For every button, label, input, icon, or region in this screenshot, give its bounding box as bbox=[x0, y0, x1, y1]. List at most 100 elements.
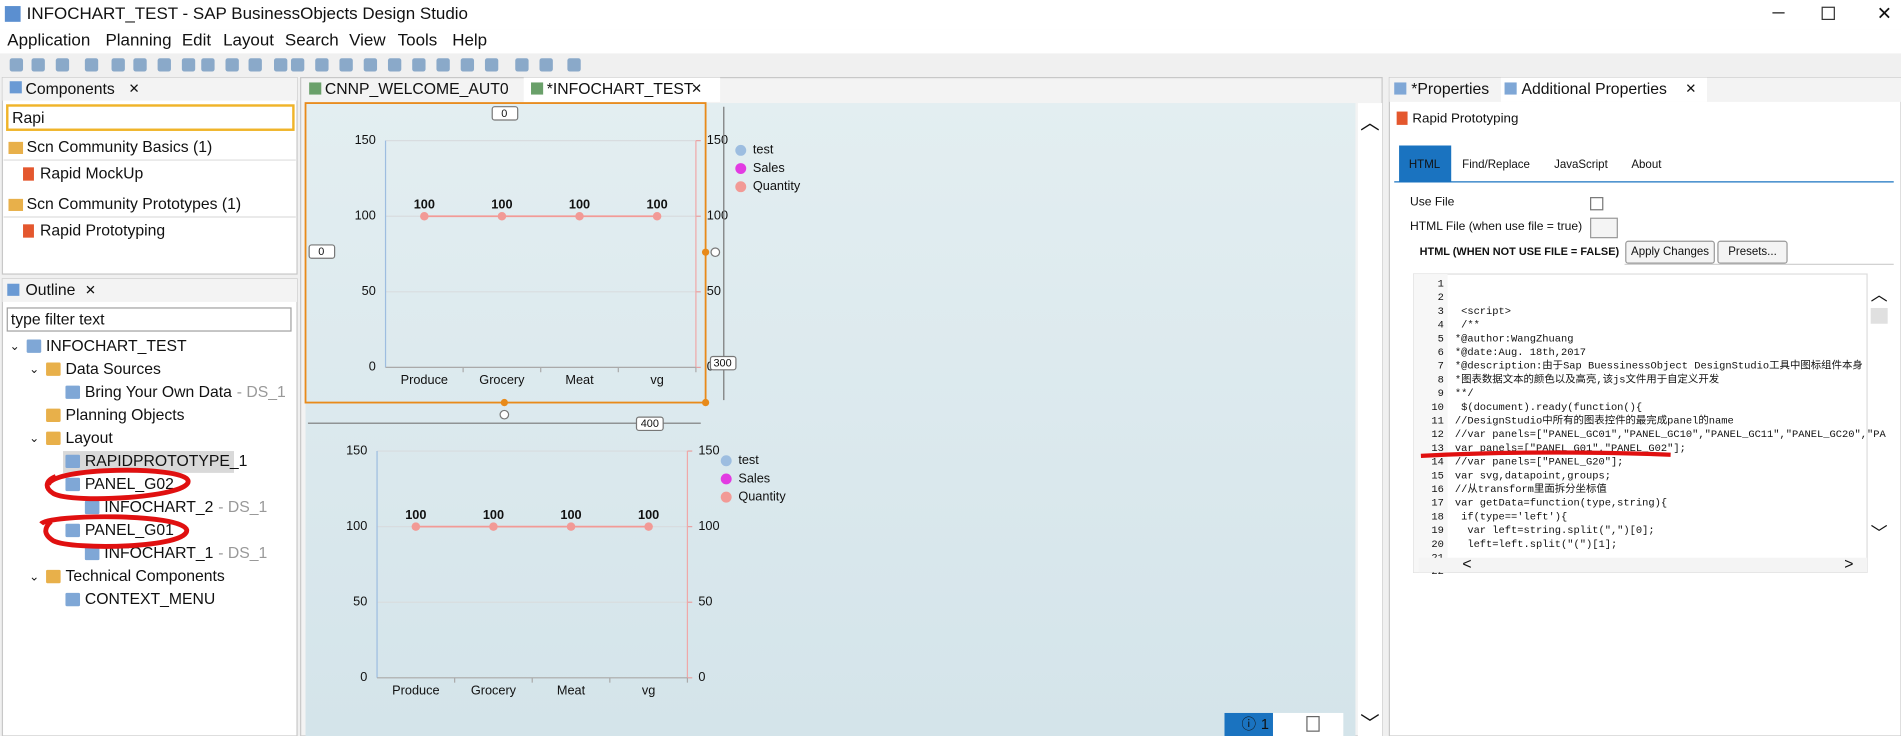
scroll-right[interactable]: > bbox=[1844, 556, 1853, 573]
close[interactable]: ✕ bbox=[1877, 3, 1892, 23]
button-label[interactable]: Apply Changes bbox=[1631, 246, 1709, 258]
tree-item[interactable]: RAPIDPROTOTYPE_1 bbox=[85, 453, 248, 470]
data-point[interactable] bbox=[652, 211, 662, 221]
menu-item[interactable]: Layout bbox=[223, 31, 274, 50]
tree-item[interactable]: Technical Components bbox=[65, 568, 224, 585]
toolbar-icon[interactable] bbox=[484, 58, 499, 72]
tree-item[interactable]: Data Sources bbox=[65, 361, 161, 378]
data-point[interactable] bbox=[420, 211, 429, 221]
subtab[interactable]: JavaScript bbox=[1554, 159, 1608, 171]
toolbar-icon[interactable] bbox=[133, 58, 147, 72]
search-box[interactable] bbox=[6, 104, 295, 131]
tab-close[interactable]: ✕ bbox=[691, 81, 702, 96]
tree-item[interactable]: INFOCHART_2 - DS_1 bbox=[104, 499, 267, 516]
tree-item[interactable]: INFOCHART_1 - DS_1 bbox=[104, 545, 267, 562]
tab-label[interactable]: Outline bbox=[25, 282, 75, 299]
filter-placeholder[interactable]: type filter text bbox=[11, 311, 105, 328]
maximize[interactable] bbox=[1821, 6, 1835, 21]
toolbar-icon[interactable] bbox=[31, 58, 45, 72]
scroll-up[interactable]: ︿ bbox=[1360, 112, 1379, 134]
toolbar-icon[interactable] bbox=[201, 58, 215, 72]
data-point[interactable] bbox=[411, 522, 421, 531]
toolbar-icon[interactable] bbox=[225, 58, 239, 72]
group-label[interactable]: Scn Community Prototypes (1) bbox=[27, 196, 241, 213]
move-handle[interactable] bbox=[710, 247, 721, 258]
data-point[interactable] bbox=[489, 522, 498, 531]
menu-item[interactable]: View bbox=[349, 31, 386, 50]
data-point[interactable] bbox=[575, 211, 584, 221]
toolbar-icon[interactable] bbox=[9, 58, 24, 72]
subtab[interactable]: Find/Replace bbox=[1462, 159, 1530, 171]
toolbar-icon[interactable] bbox=[412, 58, 426, 72]
minimize[interactable]: ─ bbox=[1771, 3, 1785, 22]
file-button[interactable] bbox=[1590, 217, 1618, 239]
toolbar-icon[interactable] bbox=[181, 58, 196, 72]
scroll-thumb[interactable] bbox=[1870, 307, 1888, 324]
code-editor[interactable] bbox=[1413, 273, 1868, 573]
tree-item[interactable]: Bring Your Own Data - DS_1 bbox=[85, 384, 286, 401]
component-item[interactable]: Rapid MockUp bbox=[40, 166, 144, 183]
legend-label[interactable]: test bbox=[753, 142, 774, 157]
scroll-left[interactable]: < bbox=[1462, 556, 1471, 573]
tree-item[interactable]: Planning Objects bbox=[65, 407, 184, 424]
button-label[interactable]: Presets... bbox=[1728, 246, 1777, 258]
scroll-up[interactable]: ︿ bbox=[1871, 285, 1888, 304]
data-point[interactable] bbox=[644, 522, 653, 531]
h-scrollbar[interactable] bbox=[1418, 557, 1868, 573]
button[interactable] bbox=[1717, 240, 1788, 264]
toolbar-icon[interactable] bbox=[515, 58, 529, 72]
tab-close[interactable]: ✕ bbox=[85, 283, 96, 298]
component-item[interactable]: Rapid Prototyping bbox=[40, 223, 165, 240]
tree-item[interactable]: PANEL_G02 bbox=[85, 476, 174, 493]
expander[interactable]: ⌄ bbox=[29, 569, 39, 583]
data-point[interactable] bbox=[566, 522, 576, 531]
group-label[interactable]: Scn Community Basics (1) bbox=[27, 139, 213, 156]
search-text[interactable]: Rapi bbox=[12, 110, 44, 127]
legend-label[interactable]: Sales bbox=[738, 470, 770, 485]
scrollbar[interactable] bbox=[1357, 103, 1383, 736]
toolbar-icon[interactable] bbox=[436, 58, 450, 72]
tab-close[interactable]: ✕ bbox=[129, 81, 140, 96]
error-badge[interactable] bbox=[1224, 712, 1273, 736]
resize-handle[interactable] bbox=[500, 398, 508, 407]
subtab[interactable]: HTML bbox=[1409, 159, 1441, 171]
toolbar-icon[interactable] bbox=[567, 58, 581, 72]
scroll-down[interactable]: ﹀ bbox=[1871, 524, 1888, 543]
toolbar-icon[interactable] bbox=[248, 58, 262, 72]
menu-item[interactable]: Application bbox=[7, 31, 90, 50]
toolbar-icon[interactable] bbox=[460, 58, 475, 72]
toolbar-icon[interactable] bbox=[84, 58, 99, 72]
toolbar-icon[interactable] bbox=[157, 58, 171, 72]
trash-icon[interactable] bbox=[1306, 715, 1320, 732]
toolbar-icon[interactable] bbox=[55, 58, 70, 72]
toolbar-icon[interactable] bbox=[339, 58, 353, 72]
expander[interactable]: ⌄ bbox=[29, 431, 39, 445]
tab-label[interactable]: Components bbox=[25, 81, 114, 98]
checkbox[interactable] bbox=[1590, 197, 1604, 211]
toolbar-icon[interactable] bbox=[539, 58, 553, 72]
property-tab[interactable]: *Properties bbox=[1411, 81, 1489, 98]
legend-label[interactable]: Quantity bbox=[738, 488, 786, 503]
property-tab[interactable]: Additional Properties bbox=[1522, 81, 1667, 98]
editor-tab[interactable]: CNNP_WELCOME_AUT0 bbox=[325, 81, 509, 98]
toolbar-icon[interactable] bbox=[363, 58, 378, 72]
expander[interactable]: ⌄ bbox=[29, 362, 39, 376]
resize-handle[interactable] bbox=[701, 248, 710, 256]
toolbar-icon[interactable] bbox=[273, 58, 288, 72]
tree-item[interactable]: Layout bbox=[65, 430, 113, 447]
menu-item[interactable]: Search bbox=[285, 31, 339, 50]
filter-box[interactable] bbox=[6, 307, 292, 332]
editor-tab[interactable]: *INFOCHART_TEST bbox=[547, 81, 694, 98]
tree-item[interactable]: CONTEXT_MENU bbox=[85, 591, 215, 608]
menu-item[interactable]: Planning bbox=[105, 31, 171, 50]
legend-label[interactable]: test bbox=[738, 452, 759, 467]
tree-item[interactable]: INFOCHART_TEST bbox=[46, 338, 187, 355]
menu-item[interactable]: Tools bbox=[398, 31, 438, 50]
subtab[interactable]: About bbox=[1631, 159, 1662, 171]
toolbar-icon[interactable] bbox=[315, 58, 329, 72]
tree-item[interactable]: PANEL_G01 bbox=[85, 522, 174, 539]
data-point[interactable] bbox=[497, 211, 507, 221]
toolbar-icon[interactable] bbox=[290, 58, 305, 72]
expander[interactable]: ⌄ bbox=[10, 339, 20, 353]
legend-label[interactable]: Sales bbox=[753, 160, 785, 175]
